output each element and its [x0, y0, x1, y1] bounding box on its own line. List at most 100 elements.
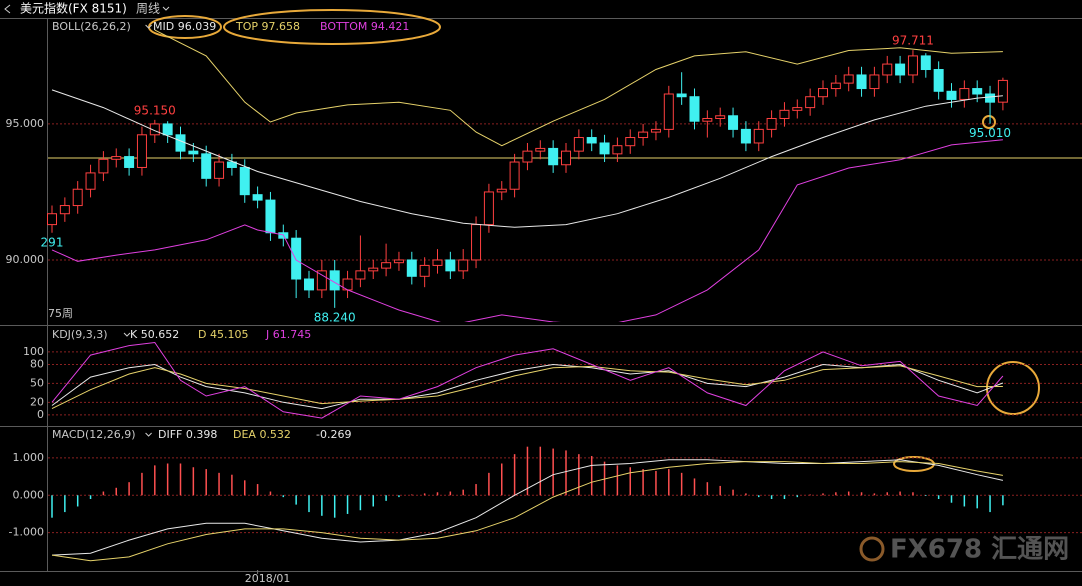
candle-body	[625, 137, 636, 147]
candle-body	[946, 90, 957, 100]
candle-body	[85, 172, 96, 190]
candle-body	[239, 166, 250, 196]
candle-body	[650, 128, 661, 133]
y-tick-label: 0.000	[13, 488, 45, 501]
dropdown-icon[interactable]	[145, 432, 152, 437]
legend-entry: TOP 97.658	[235, 20, 300, 33]
candle-body	[471, 224, 482, 261]
candle-body	[766, 117, 777, 130]
high-label: 95.150	[134, 103, 176, 117]
y-tick-label: 90.000	[6, 253, 45, 266]
low-label: 95.010	[969, 126, 1011, 140]
candle-body	[920, 55, 931, 71]
candle-body	[907, 55, 918, 76]
candle-body	[406, 259, 417, 277]
legend-entry: DEA 0.532	[233, 428, 291, 441]
candle-body	[136, 134, 147, 168]
indicator-line	[51, 341, 1004, 419]
y-tick-label: 80	[30, 358, 44, 371]
candle-body	[753, 128, 764, 144]
candle-body	[252, 194, 263, 201]
candle-body	[483, 191, 494, 226]
x-tick-label: 2018/01	[245, 572, 291, 585]
candle-body	[226, 161, 237, 168]
candle-body	[715, 115, 726, 119]
legend-entry: -0.269	[316, 428, 351, 441]
dropdown-icon[interactable]	[145, 24, 152, 29]
indicator-line	[51, 365, 1003, 410]
candle-body	[805, 96, 816, 109]
candle-body	[599, 142, 610, 155]
candle-body	[856, 74, 867, 90]
candle-body	[111, 156, 122, 160]
candle-body	[393, 259, 404, 264]
count-label: 75周	[48, 307, 73, 320]
candle-body	[663, 93, 674, 130]
candle-body	[959, 88, 970, 100]
candle-body	[535, 147, 546, 152]
candle-body	[149, 123, 160, 136]
candle-body	[316, 270, 327, 291]
period-selector[interactable]: 周线	[136, 2, 160, 16]
legend-entry: MID 96.039	[153, 20, 216, 33]
y-tick-label: 20	[30, 395, 44, 408]
dropdown-icon[interactable]	[162, 6, 170, 11]
indicator-label: BOLL(26,26,2)	[52, 20, 131, 33]
candle-body	[728, 115, 739, 130]
candle-body	[59, 205, 70, 215]
candle-body	[818, 88, 828, 98]
candle-body	[843, 74, 854, 84]
y-tick-label: 1.000	[13, 451, 45, 464]
y-tick-label: 0	[37, 408, 44, 421]
candle-body	[972, 88, 983, 95]
candle-body	[573, 137, 584, 152]
candle-body	[561, 150, 571, 166]
candle-body	[162, 123, 173, 136]
y-tick-label: -1.000	[9, 526, 44, 539]
indicator-line	[51, 139, 1003, 322]
candle-body	[882, 63, 893, 76]
instrument-title: 美元指数(FX 8151)	[20, 1, 127, 16]
high-label: 97.711	[892, 34, 934, 48]
candle-body	[175, 134, 186, 152]
candle-body	[432, 259, 443, 266]
candle-body	[676, 93, 687, 98]
y-tick-label: 50	[30, 376, 44, 389]
candle-body	[792, 107, 803, 111]
low-label: 291	[41, 235, 64, 249]
candle-body	[612, 145, 623, 155]
candle-body	[779, 109, 790, 119]
legend-entry: D 45.105	[198, 328, 248, 341]
candle-body	[638, 131, 649, 139]
back-icon[interactable]	[4, 4, 11, 14]
y-tick-label: 100	[23, 345, 44, 358]
indicator-line	[154, 29, 1003, 147]
candle-body	[933, 69, 944, 92]
candle-body	[124, 156, 135, 168]
candle-body	[548, 147, 559, 166]
candle-body	[740, 128, 751, 144]
watermark: FX678 汇通网	[890, 535, 1069, 565]
candle-body	[895, 63, 906, 76]
candle-body	[188, 150, 199, 155]
candle-body	[985, 93, 996, 103]
indicator-line	[51, 459, 1004, 556]
candle-body	[586, 137, 597, 144]
candle-body	[368, 267, 379, 272]
legend-entry: DIFF 0.398	[158, 428, 217, 441]
candle-body	[381, 262, 392, 269]
candle-body	[702, 117, 713, 122]
watermark-logo	[859, 536, 885, 562]
indicator-label: KDJ(9,3,3)	[52, 328, 108, 341]
candle-body	[72, 188, 83, 207]
candle-body	[265, 199, 276, 234]
indicator-line	[51, 461, 1003, 562]
legend-entry: J 61.745	[265, 328, 311, 341]
dropdown-icon[interactable]	[123, 332, 131, 337]
frame	[0, 18, 1082, 572]
candle-body	[98, 158, 109, 174]
candle-body	[47, 213, 57, 226]
indicator-line	[51, 89, 1003, 228]
candle-body	[509, 161, 520, 190]
candle-body	[522, 150, 533, 163]
